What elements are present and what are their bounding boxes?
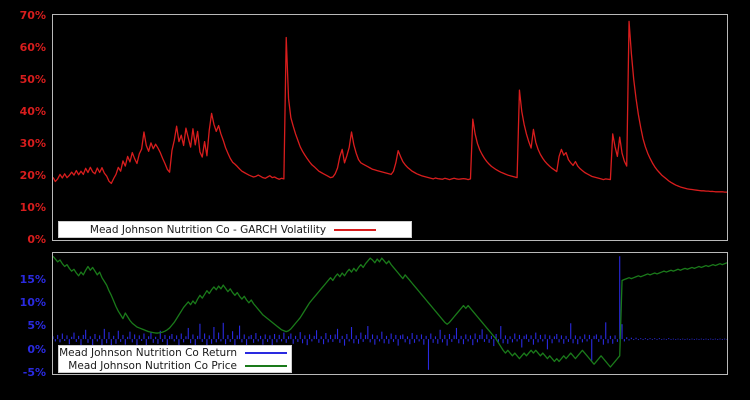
legend-item-price: Mead Johnson Nutrition Co Price <box>59 359 291 372</box>
legend-item-volatility: Mead Johnson Nutrition Co - GARCH Volati… <box>59 223 411 237</box>
vol-ytick-10: 10% <box>19 201 46 214</box>
ret-ytick-0: 0% <box>27 343 46 356</box>
volatility-legend: Mead Johnson Nutrition Co - GARCH Volati… <box>58 221 412 238</box>
legend-item-return: Mead Johnson Nutrition Co Return <box>59 346 291 359</box>
vol-ytick-50: 50% <box>19 73 46 86</box>
vol-ytick-20: 20% <box>19 169 46 182</box>
legend-swatch-price <box>245 364 287 367</box>
legend-label-return: Mead Johnson Nutrition Co Return <box>59 346 237 359</box>
return-price-legend: Mead Johnson Nutrition Co Return Mead Jo… <box>58 345 292 373</box>
garch-volatility-panel <box>52 14 728 241</box>
vol-ytick-60: 60% <box>19 41 46 54</box>
legend-label-price: Mead Johnson Nutrition Co Price <box>68 359 237 372</box>
ret-ytick-15: 15% <box>19 273 46 286</box>
ret-ytick-5: 5% <box>27 319 46 332</box>
vol-ytick-0: 0% <box>27 233 46 246</box>
vol-ytick-70: 70% <box>19 9 46 22</box>
legend-label-volatility: Mead Johnson Nutrition Co - GARCH Volati… <box>89 223 327 236</box>
volatility-plot <box>53 20 727 193</box>
legend-swatch-volatility <box>334 228 377 231</box>
vol-ytick-30: 30% <box>19 137 46 150</box>
return-price-plot <box>53 255 727 370</box>
vol-ytick-40: 40% <box>19 105 46 118</box>
legend-swatch-return <box>245 351 287 354</box>
ret-ytick-neg5: -5% <box>22 366 46 379</box>
ret-ytick-10: 10% <box>19 296 46 309</box>
